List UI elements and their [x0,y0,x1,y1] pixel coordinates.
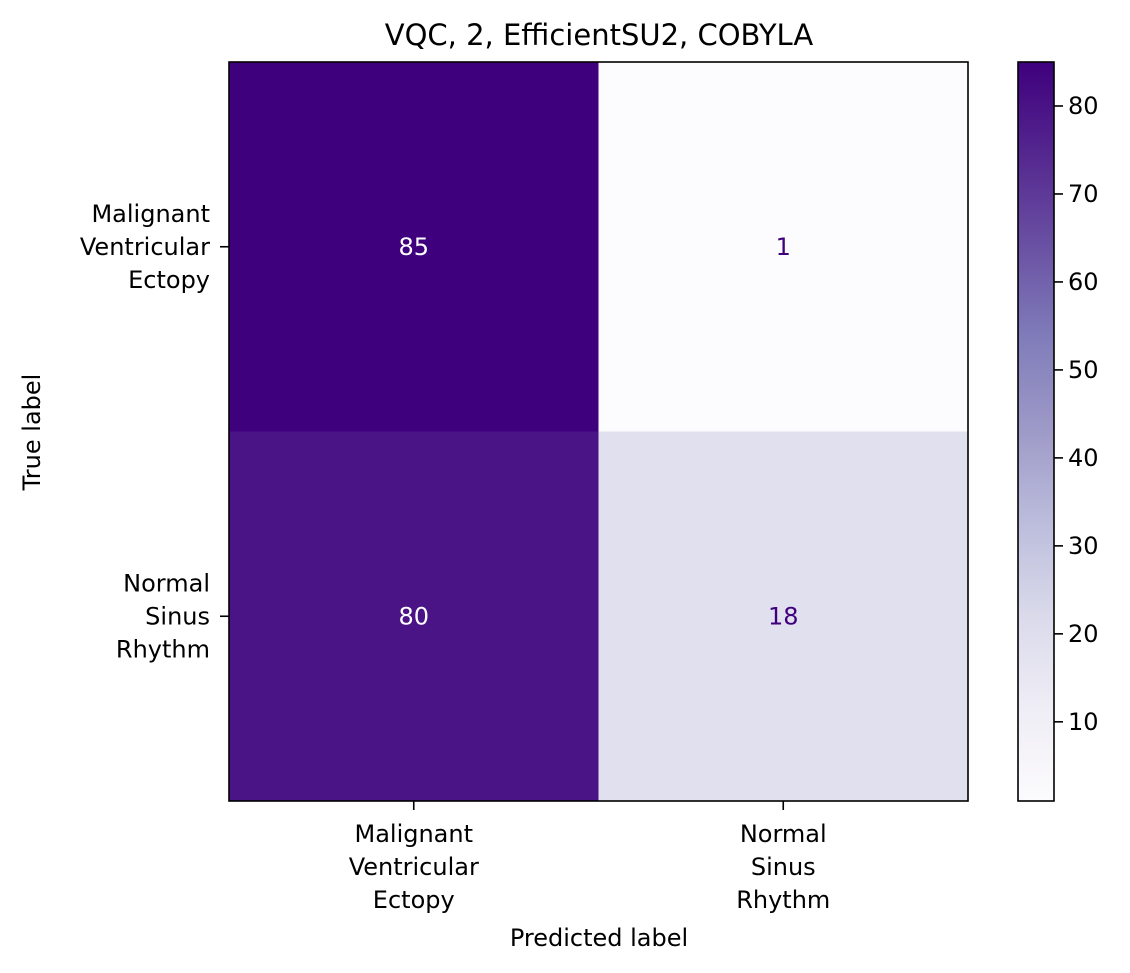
colorbar [1017,61,1055,802]
y-tick-label: Sinus [145,602,210,630]
x-tick-label: Malignant [354,820,473,848]
cell-value-0-0: 85 [398,233,429,261]
colorbar-tick-label: 50 [1068,356,1099,384]
matrix-cell-0-0 [229,62,599,432]
x-tick-label: Sinus [751,853,816,881]
cell-value-1-1: 18 [768,602,799,630]
y-axis-label: True label [18,374,46,492]
matrix-cell-1-0 [229,431,599,801]
colorbar-tick-label: 80 [1068,92,1099,120]
colorbar-tick-label: 70 [1068,180,1099,208]
matrix-cells: 85 1 80 18 [229,62,968,801]
cell-value-0-1: 1 [776,233,791,261]
matrix-cell-0-1 [598,62,968,432]
x-tick-label: Ventricular [349,853,479,881]
x-tick-label: Ectopy [373,886,455,914]
chart-title: VQC, 2, EfficientSU2, COBYLA [385,18,814,52]
x-axis-label: Predicted label [510,924,688,952]
matrix-cell-1-1 [598,431,968,801]
y-tick-label: Normal [123,569,210,597]
x-tick-label: Normal [740,820,827,848]
colorbar-tick-label: 30 [1068,532,1099,560]
x-tick-group: Malignant Ventricular Ectopy Normal Sinus Rhy… [349,801,830,914]
colorbar-tick-label: 20 [1068,620,1099,648]
colorbar-tick-label: 60 [1068,268,1099,296]
y-tick-label: Ventricular [80,233,210,261]
y-tick-label: Malignant [91,200,210,228]
plot-frame [228,61,969,802]
y-tick-label: Rhythm [116,635,210,663]
colorbar-tick-group: 10 20 30 40 50 60 70 80 [1054,92,1099,736]
cell-value-1-0: 80 [398,602,429,630]
y-tick-label: Ectopy [128,266,210,294]
colorbar-tick-label: 40 [1068,444,1099,472]
colorbar-tick-label: 10 [1068,708,1099,736]
y-tick-group: Malignant Ventricular Ectopy Normal Sinus Rhy… [80,200,229,663]
x-tick-label: Rhythm [736,886,830,914]
